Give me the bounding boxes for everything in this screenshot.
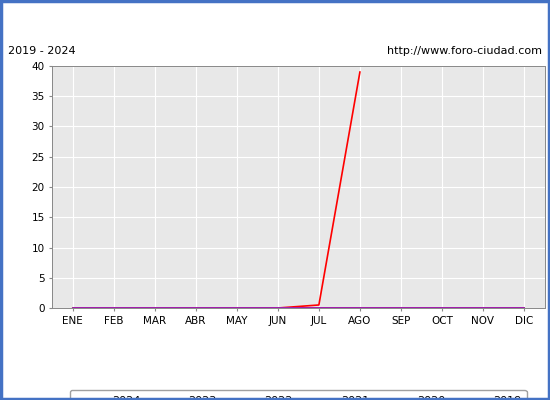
- Text: Evolucion Nº Turistas Extranjeros en el municipio de Priaranza del Bierzo: Evolucion Nº Turistas Extranjeros en el …: [1, 12, 549, 25]
- Text: 2019 - 2024: 2019 - 2024: [8, 46, 76, 56]
- Text: http://www.foro-ciudad.com: http://www.foro-ciudad.com: [387, 46, 542, 56]
- Legend: 2024, 2023, 2022, 2021, 2020, 2019: 2024, 2023, 2022, 2021, 2020, 2019: [70, 390, 526, 400]
